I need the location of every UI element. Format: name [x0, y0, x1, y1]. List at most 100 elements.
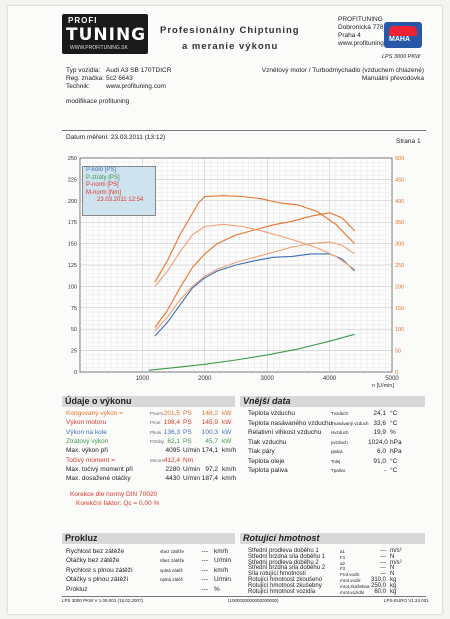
rotating-symbol: mrot.vozidlo: [340, 589, 365, 595]
x-tick-label: 3000: [261, 376, 275, 382]
rotating-symbol: mrot.vozik: [340, 578, 361, 583]
result-label: Výkon na kole: [66, 428, 107, 436]
rotating-value: 310,0: [370, 577, 386, 583]
rotating-unit: kg: [390, 582, 397, 589]
rotating-value: ---: [380, 548, 386, 554]
rotating-label: Střední brzdná síla doběhu 1: [248, 553, 326, 560]
rotating-unit: m/s²: [390, 559, 402, 566]
y-right-tick-label: 0: [395, 370, 398, 376]
rotating-value: ---: [380, 565, 386, 572]
result-symbol: Pmot: [150, 420, 161, 426]
result-label: Výkon motoru: [66, 419, 107, 427]
result-unit: U/min: [183, 447, 200, 455]
device-name: LPS 3000 PKW: [382, 54, 421, 60]
result-value: 62,1: [167, 437, 180, 445]
y-right-tick-label: 250: [395, 263, 404, 269]
vehicle-info: Typ vozidla: Audi A3 SB 170TDICR Reg. zna…: [66, 67, 172, 90]
ambient-symbol: Tolej: [331, 458, 341, 464]
result-unit: PS: [183, 437, 192, 445]
prokluz-unit: km/h: [214, 548, 229, 555]
ambient-unit: °C: [390, 457, 398, 465]
result-value-kw: 148,2: [201, 410, 218, 417]
ambient-symbol: ppára: [331, 449, 343, 454]
result-unit: U/min: [183, 465, 200, 473]
ambient-value: 24,1: [373, 410, 386, 417]
din-correction: Korekce dle normy DIN 70020: [70, 491, 158, 498]
rotating-symbol: F1: [340, 554, 346, 560]
rotating-label: Rotující hmotnost zkoušeno: [248, 577, 323, 583]
ambient-unit: °C: [390, 419, 398, 427]
prokluz-unit: km/h: [214, 566, 229, 574]
ambient-value: 6,0: [376, 448, 386, 455]
page-number: Strana 1: [396, 138, 421, 145]
result-unit-kw: kW: [222, 437, 232, 445]
y-right-tick-label: 400: [395, 199, 404, 205]
chart-axes: 0 25 50 75 100 125 150 175 200 225 250 0 50 100 150 200…: [68, 156, 404, 389]
result-value: 198,4: [163, 419, 180, 427]
rotating-symbol: F2: [340, 566, 346, 572]
series-line: [154, 223, 355, 287]
prokluz-label: Otáčky s plnou zátěží: [66, 576, 129, 584]
y-left-tick-label: 200: [68, 199, 77, 205]
report-title-line2: a meranie výkonu: [182, 41, 279, 52]
ambient-label: Teplota paliva: [248, 467, 288, 474]
result-value: 201,5: [163, 410, 180, 417]
ambient-label: Tlak páry: [248, 448, 275, 455]
series-line: [154, 195, 355, 283]
result-value-kw: 187,4: [201, 475, 218, 483]
prokluz-symbol: nbez zátěže: [160, 558, 185, 564]
x-tick-label: 2000: [198, 376, 212, 382]
legend-entry-p-norm: P-norm [PS]: [86, 182, 119, 188]
result-label: Max. dosažené otáčky: [66, 475, 131, 483]
ambient-unit: hPa: [390, 448, 402, 455]
rotating-value: 60,0: [374, 588, 386, 595]
rotating-label: Střední brzdná síla doběhu 2: [248, 565, 326, 572]
footer-right: LPS-EURO V1.24.001: [384, 598, 429, 603]
y-right-tick-label: 100: [395, 327, 404, 333]
ambient-label: Tlak vzduchu: [248, 438, 287, 446]
correction-factor: Korekční faktor: Qc = 0,00 %: [76, 500, 160, 507]
ambient-label: Teplota vzduchu: [248, 410, 295, 417]
rotating-unit: kg: [390, 588, 397, 595]
legend-date: 23.03.2011 12:54: [97, 197, 144, 203]
rotating-label: Střední prodleva doběhu 1: [248, 548, 319, 554]
result-value-kw: 45,7: [205, 437, 218, 445]
y-right-tick-label: 350: [395, 220, 404, 226]
result-value-kw: 145,9: [201, 419, 218, 427]
rotating-unit: N: [390, 565, 395, 572]
ambient-value: -: [383, 467, 386, 474]
y-left-tick-label: 125: [68, 263, 77, 269]
rotating-value: ---: [380, 559, 386, 566]
result-unit: PS: [183, 410, 192, 417]
series-line: [154, 241, 355, 332]
report-title-line1: Profesionálny Chiptuning: [160, 25, 300, 36]
prokluz-value: ---: [201, 557, 209, 565]
ambient-value: 33,6: [373, 419, 386, 427]
y-right-tick-label: 200: [395, 284, 404, 290]
result-value-kw: 97,2: [205, 465, 218, 473]
footer-mid: (1000000000000000000): [228, 598, 279, 603]
result-unit: PS: [183, 419, 192, 427]
ambient-symbol: Tvzduch: [331, 411, 349, 416]
y-left-tick-label: 150: [68, 242, 77, 248]
chart-legend: P-kolo [PS] P-ztráty [PS] P-norm [PS] M-…: [82, 166, 156, 216]
rotating-symbol: a2: [340, 560, 346, 566]
ambient-label: Teplota oleje: [248, 457, 285, 465]
prokluz-label: Rychlost s plnou zátěží: [66, 566, 133, 574]
result-label: Max. výkon při: [66, 447, 108, 455]
prokluz-value: ---: [201, 576, 209, 584]
series-line: [154, 253, 355, 337]
prokluz-unit: U/min: [214, 576, 231, 584]
result-label: Max. točivý moment při: [66, 465, 133, 473]
rotating-label: Síla rotující hmotnosti: [248, 571, 306, 578]
result-value-kw: 174,1: [201, 447, 218, 455]
y-left-tick-label: 75: [71, 306, 77, 312]
result-symbol: Mnorm: [150, 457, 165, 463]
rotating-symbol: mrot.zkušebna: [340, 583, 370, 589]
result-unit-kw: kW: [222, 410, 232, 417]
result-label: Ztrátový výkon: [66, 437, 109, 445]
prokluz-symbol: vbez zátěže: [160, 549, 185, 554]
result-unit-kw: km/h: [222, 447, 237, 455]
rotating-unit: kg: [390, 577, 397, 583]
y-left-tick-label: 50: [71, 327, 77, 333]
